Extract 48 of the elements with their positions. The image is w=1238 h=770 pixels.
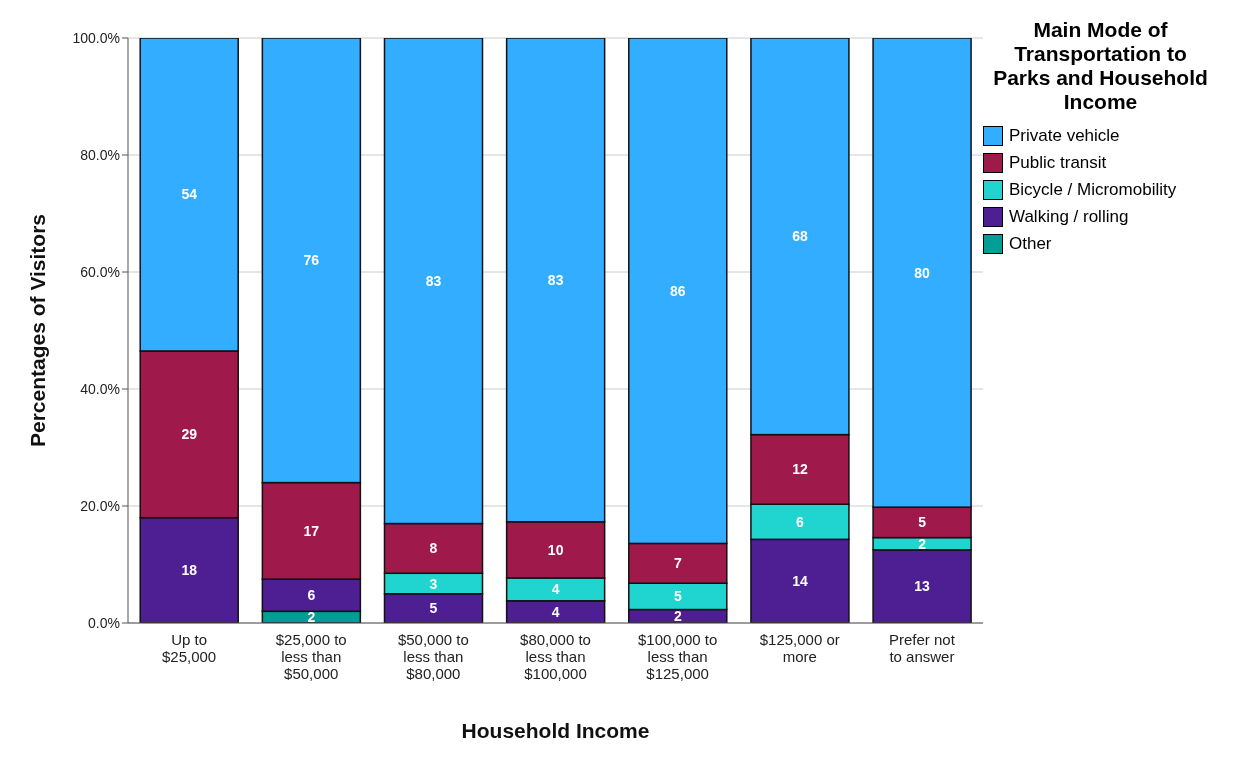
text: Private vehicle [1009,125,1120,146]
data-label: 2 [918,535,927,552]
data-label: 12 [792,461,808,478]
legend-label: Public transit [1009,152,1107,173]
data-label: 17 [303,522,320,539]
data-label: 54 [181,186,198,203]
x-tick-label: Up to $25,000 [161,631,217,665]
data-label: 76 [303,252,320,269]
data-label: 5 [673,588,682,605]
y-tick-label: 20.0% [80,497,120,514]
legend-title: Main Mode of Transportation to Parks and Household Income [992,18,1209,114]
x-axis-title: Household Income [461,719,650,742]
data-label: 10 [547,541,564,558]
data-label: 83 [425,272,442,289]
y-tick-label: 60.0% [80,263,120,280]
data-label: 7 [673,555,682,572]
data-label: 29 [181,426,198,443]
data-label: 6 [307,587,316,604]
y-axis-title: Percentages of Visitors [26,213,50,448]
data-label: 18 [181,562,198,579]
x-tick-label: $50,000 to less than $80,000 [397,631,469,682]
x-tick-label: $100,000 to less than $125,000 [638,631,718,682]
y-tick-label: 100.0% [72,29,120,46]
data-label: 2 [307,609,316,626]
x-tick-label: $80,000 to less than $100,000 [520,631,591,682]
data-label: 6 [796,513,805,530]
y-tick-label: 40.0% [80,380,120,397]
x-tick-label: $125,000 or more [759,631,840,665]
data-label: 5 [429,600,438,617]
data-label: 3 [429,575,438,592]
x-tick-label: $25,000 to less than $50,000 [275,631,347,682]
data-label: 80 [914,264,931,281]
data-label: 4 [551,581,560,598]
legend-label: Bicycle / Micromobility [1009,179,1177,200]
y-tick-label: 80.0% [80,146,120,163]
data-label: 14 [792,573,808,590]
x-tick-label: Prefer not to answer [888,631,956,665]
data-label: 4 [551,603,560,620]
data-label: 86 [670,282,686,299]
data-label: 8 [429,540,438,557]
legend-label: Other [1009,233,1052,254]
data-label: 13 [914,578,931,595]
data-label: 68 [792,228,808,245]
data-label: 83 [547,271,564,288]
data-label: 2 [673,608,682,625]
legend-label: Walking / rolling [1009,206,1129,227]
y-tick-label: 0.0% [88,614,120,631]
data-label: 5 [918,514,927,531]
